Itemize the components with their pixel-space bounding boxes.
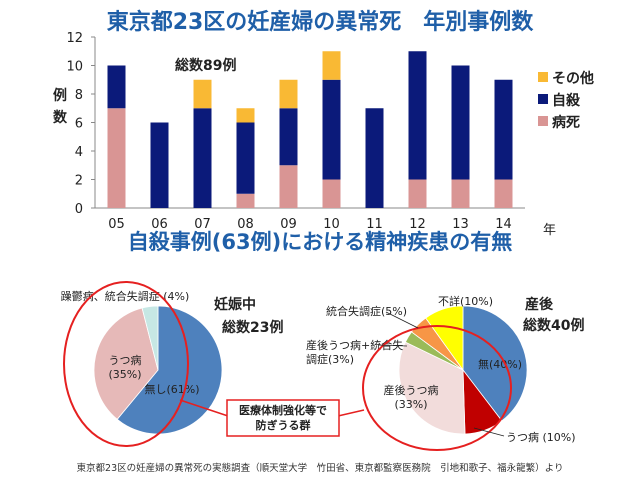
total-annotation: 総数89例 <box>175 57 236 74</box>
pie1-title: 妊娠中 <box>214 296 256 313</box>
bar-segment <box>107 108 126 208</box>
callout-box <box>226 399 340 437</box>
bar-segment <box>279 79 298 109</box>
y-tick-label: 12 <box>66 31 83 46</box>
pie-label: うつ病 (10%) <box>506 430 576 444</box>
bar-segment <box>150 122 169 208</box>
bar-segment <box>451 179 470 208</box>
legend-label: 病死 <box>552 114 580 131</box>
legend-swatch <box>538 94 548 104</box>
bar-segment <box>279 108 298 166</box>
bar-segment <box>365 108 384 208</box>
bar-segment <box>236 193 255 208</box>
pie-section-title: 自殺事例(63例)における精神疾患の有無 <box>127 230 513 254</box>
y-axis-label: 例数 <box>53 87 68 126</box>
chart-title: 東京都23区の妊産婦の異常死 年別事例数 <box>106 10 534 35</box>
y-tick-label: 0 <box>75 202 83 217</box>
bar-segment <box>193 108 212 208</box>
y-tick-label: 6 <box>75 117 83 132</box>
bar-segment <box>451 65 470 180</box>
bar-segment <box>408 179 427 208</box>
x-axis-label: 年 <box>543 223 556 238</box>
label-leader <box>473 427 505 437</box>
x-tick-label: 08 <box>237 217 254 232</box>
pie2-total: 総数40例 <box>523 317 584 334</box>
label-leader <box>385 311 419 329</box>
bar-segment <box>236 122 255 194</box>
bar-segment <box>322 179 341 208</box>
pie-label: 不詳(10%) <box>438 294 493 308</box>
pie1-total: 総数23例 <box>222 319 283 336</box>
y-tick-label: 4 <box>75 145 83 160</box>
legend-swatch <box>538 116 548 126</box>
pie2-title: 産後 <box>525 296 554 313</box>
bar-segment <box>236 108 255 123</box>
bar-segment <box>279 165 298 208</box>
pie-label: うつ病(35%) <box>108 353 141 381</box>
bar-segment <box>193 79 212 109</box>
source-note: 東京都23区の妊産婦の異常死の実態調査（順天堂大学 竹田省、東京都監察医務院 引… <box>76 463 564 474</box>
label-leader <box>377 344 408 347</box>
x-tick-label: 07 <box>194 217 211 232</box>
x-tick-label: 09 <box>280 217 297 232</box>
pie-label: 無し(61%) <box>144 382 199 396</box>
x-tick-label: 06 <box>151 217 168 232</box>
y-tick-label: 10 <box>66 60 83 75</box>
x-tick-label: 10 <box>323 217 340 232</box>
callout-connector-right <box>337 409 365 417</box>
pie-label: 産後うつ病(33%) <box>384 383 439 411</box>
legend-label: その他 <box>552 70 594 87</box>
legend-label: 自殺 <box>552 92 581 109</box>
pie-slice <box>93 307 159 420</box>
x-tick-label: 13 <box>452 217 469 232</box>
legend-swatch <box>538 72 548 82</box>
highlight-circle-right <box>362 325 512 451</box>
y-tick-label: 2 <box>75 174 83 189</box>
callout-connector-left <box>179 399 229 417</box>
pie-label: 無(40%) <box>478 357 522 371</box>
pie-slice <box>141 305 159 371</box>
pie-slice <box>425 305 464 372</box>
x-tick-label: 05 <box>108 217 125 232</box>
highlight-circle-left <box>63 281 189 447</box>
bar-segment <box>322 51 341 80</box>
bar-segment <box>107 65 126 109</box>
bar-segment <box>494 79 513 180</box>
pie-label: 統合失調症(5%) <box>326 304 407 318</box>
pie-slice <box>398 341 466 435</box>
x-tick-label: 14 <box>495 217 512 232</box>
y-tick-label: 8 <box>75 88 83 103</box>
x-tick-label: 12 <box>409 217 426 232</box>
pie-label: 躁鬱病、統合失調症 (4%) <box>61 289 190 303</box>
pie-slice <box>116 305 223 435</box>
bar-segment <box>408 51 427 180</box>
bar-segment <box>494 179 513 208</box>
bar-segment <box>322 79 341 180</box>
callout-text: 医療体制強化等で防ぎうる群 <box>239 403 327 432</box>
x-tick-label: 11 <box>366 217 383 232</box>
